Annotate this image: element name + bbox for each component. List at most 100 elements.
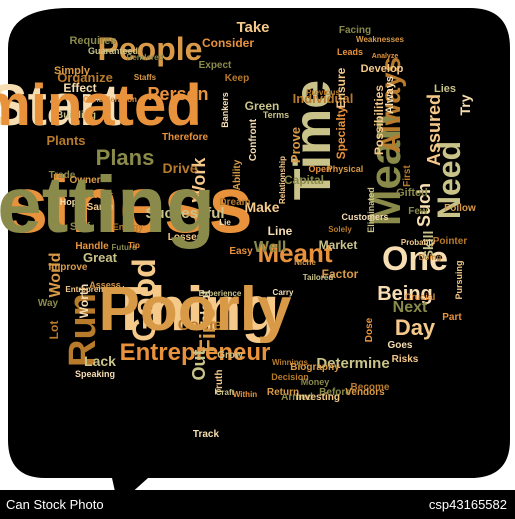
word-cloud-word-facing: Facing — [339, 25, 371, 36]
word-cloud-word-possibilities: Possibilities — [372, 85, 386, 155]
word-cloud-word-skill: Skill — [420, 231, 436, 260]
word-cloud-word-grow: Grow — [217, 350, 243, 361]
word-cloud-word-run: Run — [62, 293, 104, 367]
word-cloud-word-fears: Fears — [87, 190, 114, 201]
word-cloud-word-niche: Niche — [294, 258, 316, 267]
word-cloud-word-same: Same — [87, 202, 114, 213]
word-cloud-word-losses: Losses — [168, 232, 203, 243]
word-cloud-word-lack: Lack — [84, 353, 116, 369]
word-cloud-word-plants: Plants — [46, 133, 85, 148]
word-cloud-word-energy: Energy — [113, 222, 144, 232]
word-cloud-word-dose: Dose — [364, 317, 375, 342]
word-cloud-word-way: Way — [38, 298, 59, 309]
word-cloud-word-become: Become — [351, 382, 390, 393]
word-cloud-word-capital: Capital — [284, 173, 324, 187]
word-cloud-word-improve: Improve — [49, 262, 88, 273]
word-cloud-word-simply: Simply — [54, 65, 91, 77]
word-cloud-word-always: Always — [384, 76, 396, 114]
word-cloud-word-carry: Carry — [273, 288, 294, 297]
word-cloud-word-consideration: Consideration — [83, 95, 137, 104]
word-cloud-word-prove: Prove — [288, 127, 303, 163]
word-cloud-word-biography: Biography — [290, 362, 340, 373]
word-cloud-word-keep: Keep — [225, 73, 249, 84]
word-cloud-word-business: Business — [0, 160, 253, 249]
word-cloud-word-drive: Drive — [162, 160, 197, 176]
word-cloud-word-try: Try — [457, 94, 473, 115]
word-cloud-word-good: Good — [126, 258, 162, 342]
word-cloud-word-relationship: Relationship — [278, 156, 287, 204]
word-cloud-word-bankers: Bankers — [220, 92, 230, 128]
word-cloud-word-truth: Truth — [214, 370, 225, 395]
word-cloud-word-day: Day — [395, 315, 436, 340]
word-cloud-word-guaranteed: Guaranteed — [88, 46, 138, 56]
word-cloud-word-organize: Organize — [57, 70, 113, 85]
word-cloud-word-owner: Owner — [69, 175, 100, 186]
word-cloud-word-take: Take — [236, 19, 269, 36]
word-cloud-word-people: People — [98, 31, 203, 67]
word-cloud-word-next: Next — [393, 299, 428, 316]
word-cloud-word-few: Few — [408, 206, 428, 217]
word-cloud-word-follow: Follow — [444, 203, 476, 214]
word-cloud-word-craft: Craft — [216, 388, 235, 397]
word-cloud-word-need: Need — [431, 141, 467, 219]
word-cloud-word-tailored: Tailored — [303, 273, 334, 282]
word-cloud-word-crucial: Crucial — [405, 292, 436, 302]
word-cloud-word-part: Part — [442, 312, 462, 323]
word-cloud-word-green: Green — [245, 99, 280, 113]
image-id: csp43165582 — [428, 497, 507, 512]
word-cloud-word-entrepreneurial: Entrepreneurial — [65, 285, 124, 294]
word-cloud-words: Business Thing Start Time Run Mean People Entre… — [0, 19, 476, 440]
word-cloud-word-leads: Leads — [337, 47, 363, 57]
word-cloud-word-dream: Dream — [219, 197, 250, 208]
word-cloud-word-money: Money — [301, 377, 330, 387]
credit-text: Can Stock Photo — [6, 497, 104, 512]
word-cloud-word-time: Time — [284, 80, 342, 200]
word-cloud-word-terms: Terms — [263, 110, 289, 120]
word-cloud-word-great: Great — [83, 250, 118, 265]
word-cloud-word-meant: Meant — [257, 238, 332, 268]
word-cloud-word-individual: Individual — [293, 91, 354, 106]
word-cloud-word-within: Within — [233, 390, 257, 399]
word-cloud-word-well: Well — [254, 239, 287, 256]
word-cloud-word-customers: Customers — [341, 212, 388, 222]
word-cloud-word-start: Start — [0, 73, 121, 138]
word-cloud-word-develop: Develop — [361, 63, 404, 75]
word-cloud-word-track: Track — [193, 429, 220, 440]
word-cloud-word-fine: Fine — [195, 307, 220, 352]
word-cloud-word-experience: Experience — [199, 289, 242, 298]
word-cloud-word-hope: Hope — [60, 197, 83, 207]
word-cloud-word-consider: Consider — [202, 36, 254, 50]
word-cloud-word-therefore: Therefore — [162, 132, 209, 143]
word-cloud-word-out: Out — [189, 350, 209, 381]
speech-bubble-shape — [8, 8, 510, 505]
word-cloud-word-armed: Armed — [281, 392, 313, 403]
word-cloud-word-worth: Worth — [77, 284, 91, 318]
word-cloud-word-expect: Expect — [199, 60, 232, 71]
word-cloud-word-confront: Confront — [248, 118, 259, 161]
word-cloud-word-before: Before — [319, 387, 351, 398]
word-cloud-word-decision: Decision — [271, 372, 309, 382]
word-cloud-word-probably: Probably — [401, 238, 436, 247]
word-cloud-word-come: Come — [178, 317, 223, 334]
word-cloud-word-such: Such — [414, 183, 434, 227]
word-cloud-word-ability: Ability — [232, 159, 243, 190]
word-cloud-word-factor: Factor — [322, 267, 359, 281]
word-cloud-word-speaking: Speaking — [75, 369, 115, 379]
word-cloud-word-staffs: Staffs — [134, 73, 157, 82]
word-cloud-word-requires: Requires — [69, 35, 116, 47]
word-cloud-word-vendors: Vendors — [345, 387, 385, 398]
word-cloud-word-determine: Determine — [316, 355, 389, 372]
word-cloud-word-pointer: Pointer — [433, 236, 468, 247]
word-cloud-word-assess: Assess — [89, 280, 121, 290]
word-cloud-word-always: Always — [375, 57, 406, 154]
word-cloud-word-line: Line — [268, 224, 293, 238]
word-cloud-word-lies: Lies — [434, 83, 456, 95]
word-cloud-word-plans: Plans — [96, 145, 155, 170]
word-cloud-word-self: Self — [70, 221, 91, 233]
word-cloud-word-lie: Lie — [219, 218, 231, 227]
word-cloud-word-eliminated: Eliminated — [0, 73, 202, 138]
word-cloud-word-trade: Trade — [49, 170, 76, 181]
watermark-footer: Can Stock Photo csp43165582 — [0, 490, 515, 519]
word-cloud-word-ensure: Ensure — [334, 67, 348, 108]
